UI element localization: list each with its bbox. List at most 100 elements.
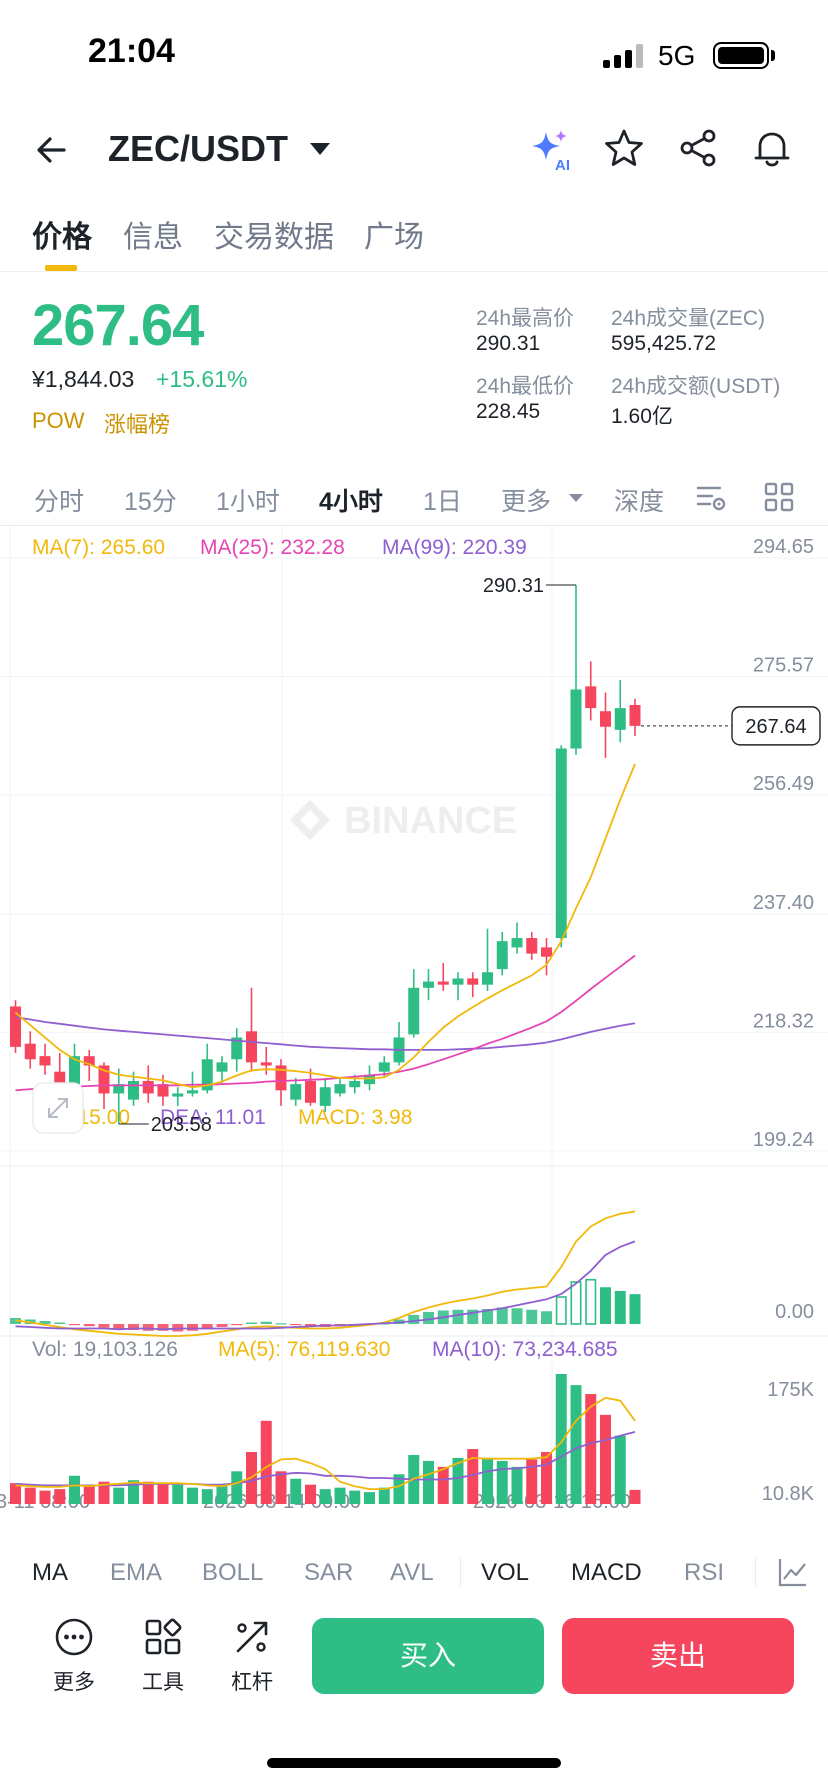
candle-body-up (378, 1062, 390, 1072)
indicator-macd[interactable]: MACD (571, 1559, 642, 1586)
macd-bar (408, 1315, 420, 1324)
candle-body-up (290, 1084, 302, 1100)
macd-bar (452, 1309, 464, 1324)
leverage-label: 杠杆 (231, 1671, 273, 1694)
candle-body-down (142, 1081, 154, 1094)
tab-square[interactable]: 广场 (364, 221, 424, 254)
tag-pow[interactable]: POW (32, 408, 85, 433)
macd-bar (201, 1324, 213, 1330)
interval-bar: 分时 15分 1小时 4小时 1日 更多 深度 (0, 470, 828, 526)
interval-more[interactable]: 更多 (501, 488, 552, 516)
tag-gainers[interactable]: 涨幅榜 (104, 412, 171, 437)
indicator-ma[interactable]: MA (32, 1559, 68, 1586)
macd-bar (54, 1322, 66, 1324)
interval-15m[interactable]: 15分 (124, 488, 177, 516)
stat-low-value: 228.45 (476, 400, 541, 423)
back-arrow-icon[interactable] (30, 128, 74, 172)
candle-body-down (83, 1056, 95, 1066)
volume-bar (334, 1487, 346, 1504)
candle-body-down (10, 1006, 21, 1047)
dea-line (15, 1240, 636, 1331)
sell-button[interactable]: 卖出 (562, 1618, 794, 1694)
indicator-rsi[interactable]: RSI (684, 1559, 725, 1586)
macd-bar (83, 1324, 95, 1327)
vol-ma5-legend: MA(5): 76,119.630 (218, 1338, 390, 1361)
expand-chart-button[interactable] (32, 1082, 84, 1134)
candle-body-down (541, 947, 552, 957)
indicator-avl[interactable]: AVL (390, 1559, 434, 1586)
price-axis-label: 218.32 (753, 1010, 814, 1032)
indicator-vol[interactable]: VOL (481, 1559, 530, 1586)
more-action[interactable]: 更多 (37, 1616, 111, 1696)
tab-trading-data[interactable]: 交易数据 (214, 221, 334, 254)
layout-grid-icon[interactable] (762, 480, 796, 514)
candle-body-down (246, 1031, 257, 1063)
current-price-tag-text: 267.64 (745, 716, 806, 738)
axis-labels: 294.65 275.57 256.49 237.40 218.32 199.24 0.00… (0, 536, 815, 1513)
chart-settings-icon[interactable] (694, 480, 728, 514)
candle-body-down (275, 1065, 287, 1091)
active-tab-indicator (45, 265, 77, 271)
leverage-icon (236, 1621, 268, 1653)
ma7-legend: MA(7): 265.60 (32, 536, 165, 559)
favorite-star-icon[interactable] (602, 126, 646, 170)
candle-body-down (437, 981, 449, 985)
tab-price[interactable]: 价格 (32, 221, 92, 254)
volume-bar (423, 1460, 434, 1504)
status-bar: 21:04 5G (0, 0, 828, 110)
macd-bar (629, 1294, 641, 1324)
tools-action[interactable]: 工具 (126, 1616, 200, 1696)
macd-bar (69, 1324, 80, 1326)
macd-bar (113, 1324, 125, 1329)
candle-body-up (231, 1037, 243, 1060)
volume-bar (541, 1452, 552, 1504)
ai-sparkle-icon[interactable]: AI (528, 126, 576, 174)
high-marker-label: 290.31 (483, 575, 544, 597)
buy-button[interactable]: 买入 (312, 1618, 544, 1694)
macd-bar-hollow (585, 1278, 597, 1325)
alert-bell-icon[interactable] (750, 126, 794, 170)
battery-icon (713, 42, 769, 69)
macd-bar (187, 1324, 198, 1331)
candle-body-up (496, 941, 508, 970)
indicator-boll[interactable]: BOLL (202, 1559, 264, 1586)
detail-tabs: 价格 信息 交易数据 广场 (0, 208, 828, 272)
macd-bar (482, 1309, 493, 1324)
interval-4h[interactable]: 4小时 (319, 488, 383, 516)
tab-info[interactable]: 信息 (123, 221, 183, 254)
candle-body-down (526, 938, 538, 954)
macd-bar (246, 1322, 257, 1324)
candle-body-down (305, 1081, 316, 1103)
pair-dropdown-icon[interactable] (308, 140, 332, 158)
volume-bar (142, 1481, 154, 1504)
stat-volume-quote-label: 24h成交额(USDT) (611, 375, 781, 398)
share-icon[interactable] (676, 126, 720, 170)
macd-bar (157, 1324, 169, 1331)
volume-bar (467, 1449, 479, 1504)
volume-bar (555, 1374, 567, 1504)
ma25-line (15, 954, 636, 1092)
interval-1d[interactable]: 1日 (423, 488, 462, 516)
candle-body-up (511, 938, 523, 948)
more-dropdown-icon[interactable] (568, 492, 584, 504)
ma7-line (14, 763, 636, 1089)
pair-title[interactable]: ZEC/USDT (108, 128, 288, 169)
stat-high-value: 290.31 (476, 332, 541, 355)
binance-watermark: BINANCE (290, 800, 517, 842)
indicator-divider-2 (755, 1557, 756, 1587)
interval-depth[interactable]: 深度 (614, 488, 665, 516)
kline-chart-area[interactable]: BINANCE MA(7): 265.60 MA(25): 232.28 MA(… (0, 526, 828, 1516)
kline-chart[interactable]: BINANCE MA(7): 265.60 MA(25): 232.28 MA(… (0, 526, 828, 1516)
indicator-ema[interactable]: EMA (110, 1559, 163, 1586)
macd-bar (614, 1291, 626, 1324)
interval-1h[interactable]: 1小时 (216, 488, 280, 516)
candle-body-up (482, 972, 493, 985)
volume-bar (570, 1385, 582, 1504)
volume-bar (157, 1483, 169, 1504)
line-chart-icon[interactable] (776, 1555, 810, 1589)
expand-icon (48, 1098, 68, 1118)
leverage-action[interactable]: 杠杆 (215, 1616, 289, 1696)
indicator-sar[interactable]: SAR (304, 1559, 354, 1586)
volume-bar (24, 1487, 36, 1504)
interval-timeshare[interactable]: 分时 (34, 488, 85, 516)
